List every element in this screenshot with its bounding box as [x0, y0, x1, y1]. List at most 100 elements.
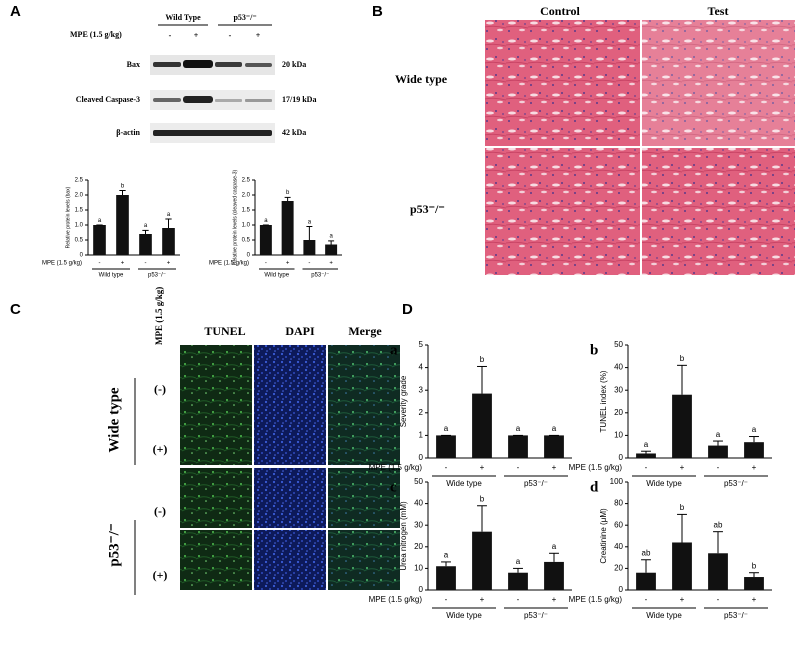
bar-chart: 0 10 20 30 40 50 Urea nitrogen (mM)c a - b + a - a + MP…	[369, 477, 572, 620]
bar	[472, 531, 492, 590]
blot-treatment: MPE (1.5 g/kg)	[70, 30, 122, 39]
y-tick-label: 1.5	[242, 208, 251, 214]
fluorescence-image	[328, 468, 400, 528]
row-label: (-)	[154, 382, 166, 396]
x-tick-label: -	[445, 463, 448, 472]
x-tick-label: -	[645, 463, 648, 472]
bar	[744, 577, 764, 590]
fluorescence-image	[254, 468, 326, 528]
band	[215, 62, 242, 67]
fluorescence-image	[180, 468, 252, 528]
column-label: Merge	[348, 324, 382, 338]
x-tick-label: -	[308, 261, 310, 267]
band-name: Bax	[127, 60, 140, 69]
significance-letter: a	[167, 212, 171, 218]
band	[183, 60, 213, 68]
group-label: p53⁻/⁻	[148, 273, 166, 279]
fluorescence-image	[180, 345, 252, 405]
x-tick-label: -	[717, 463, 720, 472]
bar	[544, 435, 564, 458]
significance-letter: b	[121, 183, 125, 189]
significance-letter: b	[286, 190, 290, 196]
panel-label: C	[10, 301, 21, 318]
significance-letter: a	[264, 218, 268, 224]
lane-label: -	[229, 31, 232, 40]
significance-letter: a	[144, 223, 148, 229]
y-tick-label: 1.0	[75, 223, 84, 229]
y-tick-label: 50	[414, 477, 423, 486]
significance-letter: ab	[714, 520, 723, 529]
x-tick-label: +	[329, 261, 333, 267]
bar	[93, 225, 106, 255]
x-axis-label: MPE (1.5 g/kg)	[209, 261, 249, 267]
western-blot: MPE (1.5 g/kg) Wild Type p53⁻/⁻ - + - + …	[70, 13, 316, 143]
significance-letter: a	[308, 219, 312, 225]
fluorescence-image	[328, 345, 400, 405]
bar	[281, 201, 294, 255]
band	[245, 99, 272, 102]
group-label: Wild type	[264, 273, 289, 279]
x-tick-label: +	[286, 261, 290, 267]
x-tick-label: -	[265, 261, 267, 267]
bar	[708, 553, 728, 590]
bar	[116, 195, 129, 255]
y-tick-label: 1.0	[242, 223, 251, 229]
bar	[508, 435, 528, 458]
y-tick-label: 100	[610, 477, 624, 486]
chart-panel-label: d	[590, 479, 599, 495]
histology-image	[485, 148, 640, 275]
bar	[636, 453, 656, 458]
y-axis-label: TUNEL index (%)	[599, 370, 608, 432]
column-label: DAPI	[285, 324, 315, 338]
y-axis-label: Urea nitrogen (mM)	[399, 501, 408, 571]
x-tick-label: +	[121, 261, 125, 267]
x-tick-label: +	[480, 463, 485, 472]
significance-letter: a	[752, 425, 757, 434]
y-tick-label: 0	[419, 453, 424, 462]
bar	[436, 435, 456, 458]
significance-letter: a	[552, 542, 557, 551]
bar-chart: 0 0.5 1.0 1.5 2.0 2.5 Relative protein levels …	[209, 170, 342, 279]
bar	[636, 572, 656, 590]
blot-group: Wild Type	[165, 13, 201, 22]
group-label: p53⁻/⁻	[524, 611, 548, 620]
x-axis-label: MPE (1.5 g/kg)	[569, 595, 623, 604]
row-label: (+)	[153, 442, 168, 456]
significance-letter: b	[680, 354, 685, 363]
histology-image	[642, 148, 795, 275]
x-axis-label: MPE (1.5 g/kg)	[569, 463, 623, 472]
group-label: p53⁻/⁻	[724, 479, 748, 488]
x-tick-label: -	[717, 595, 720, 604]
y-tick-label: 0	[619, 585, 624, 594]
x-tick-label: +	[552, 463, 557, 472]
histology-image	[485, 20, 640, 146]
y-tick-label: 2.0	[75, 193, 84, 199]
x-axis-label: MPE (1.5 g/kg)	[369, 595, 423, 604]
histology-image	[642, 20, 795, 146]
group-label: p53⁻/⁻	[106, 523, 122, 566]
column-label: Test	[708, 4, 729, 18]
significance-letter: b	[680, 503, 685, 512]
x-tick-label: +	[552, 595, 557, 604]
y-tick-label: 50	[614, 340, 623, 349]
y-tick-label: 40	[614, 363, 623, 372]
bar	[672, 542, 692, 590]
group-label: Wide type	[446, 611, 482, 620]
y-tick-label: 20	[414, 542, 423, 551]
significance-letter: a	[516, 557, 521, 566]
band	[245, 63, 272, 67]
x-tick-label: -	[517, 595, 520, 604]
x-tick-label: +	[167, 261, 171, 267]
lane-label: +	[256, 31, 261, 40]
band-size: 20 kDa	[282, 60, 306, 69]
row-label: (+)	[153, 568, 168, 582]
x-tick-label: +	[680, 463, 685, 472]
y-tick-label: 0	[419, 585, 424, 594]
y-tick-label: 4	[419, 363, 424, 372]
panel-label: D	[402, 301, 413, 318]
bar	[436, 566, 456, 590]
x-tick-label: -	[99, 261, 101, 267]
group-label: p53⁻/⁻	[524, 479, 548, 488]
chart-panel-label: a	[390, 342, 398, 358]
x-axis-label: MPE (1.5 g/kg)	[369, 463, 423, 472]
